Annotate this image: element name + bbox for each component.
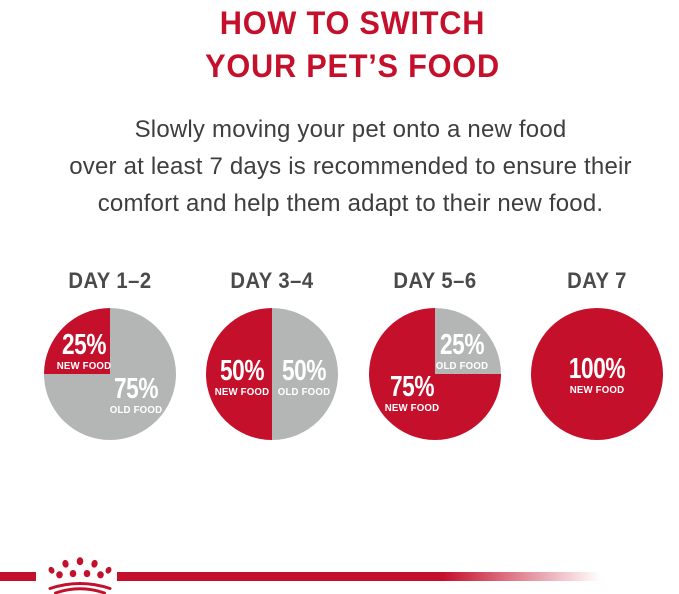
old-food-percent: 50% [281,355,327,387]
new-food-slice-label: 75% NEW FOOD [382,371,441,415]
royal-canin-crown-logo [48,557,112,594]
new-food-slice-label: 25% NEW FOOD [54,329,113,373]
title-line-2: YOUR PET’S FOOD [205,48,500,84]
page-title: HOW TO SWITCH YOUR PET’S FOOD [13,0,679,88]
intro-line-2: over at least 7 days is recommended to e… [69,153,632,180]
pie-chart-day-1-2: 25% NEW FOOD 75% OLD FOOD [44,308,176,440]
day-5-6-label: DAY 5–6 [393,268,477,293]
new-food-slice-label: 50% NEW FOOD [212,355,271,399]
new-food-name: NEW FOOD [214,386,270,398]
intro-line-3: comfort and help them adapt to their new… [97,190,604,217]
day-1-2-column: DAY 1–2 25% NEW FOOD 75% OLD FOOD [44,268,176,440]
old-food-name: OLD FOOD [435,360,489,372]
new-food-name: NEW FOOD [384,402,440,414]
old-food-percent: 25% [439,329,485,361]
pie-chart-day-7: 100% NEW FOOD [531,308,663,440]
pie-chart-day-5-6: 25% OLD FOOD 75% NEW FOOD [369,308,501,440]
old-food-slice-label: 50% OLD FOOD [275,355,332,399]
intro-line-1: Slowly moving your pet onto a new food [134,116,567,143]
footer-bar-left-segment [0,572,36,581]
day-1-2-label: DAY 1–2 [68,268,152,293]
day-3-4-column: DAY 3–4 50% NEW FOOD 50% OLD FOOD [206,268,338,440]
old-food-slice-label: 75% OLD FOOD [107,373,164,417]
pie-chart-day-3-4: 50% NEW FOOD 50% OLD FOOD [206,308,338,440]
old-food-percent: 75% [113,373,159,405]
day-3-4-label: DAY 3–4 [230,268,314,293]
old-food-slice-label: 25% OLD FOOD [433,329,490,373]
new-food-percent: 75% [389,371,435,403]
new-food-name: NEW FOOD [569,384,625,396]
intro-text: Slowly moving your pet onto a new food o… [11,111,679,222]
old-food-name: OLD FOOD [277,386,331,398]
new-food-percent: 100% [568,353,626,385]
new-food-slice-label: 100% NEW FOOD [561,353,633,397]
old-food-name: OLD FOOD [109,404,163,416]
new-food-name: NEW FOOD [56,360,112,372]
new-food-percent: 25% [61,329,107,361]
title-line-1: HOW TO SWITCH [219,5,486,41]
new-food-percent: 50% [219,355,265,387]
day-7-label: DAY 7 [567,268,627,293]
day-7-column: DAY 7 100% NEW FOOD [531,268,663,440]
day-5-6-column: DAY 5–6 25% OLD FOOD 75% NEW FOOD [369,268,501,440]
footer-bar-fade-segment [117,572,679,581]
